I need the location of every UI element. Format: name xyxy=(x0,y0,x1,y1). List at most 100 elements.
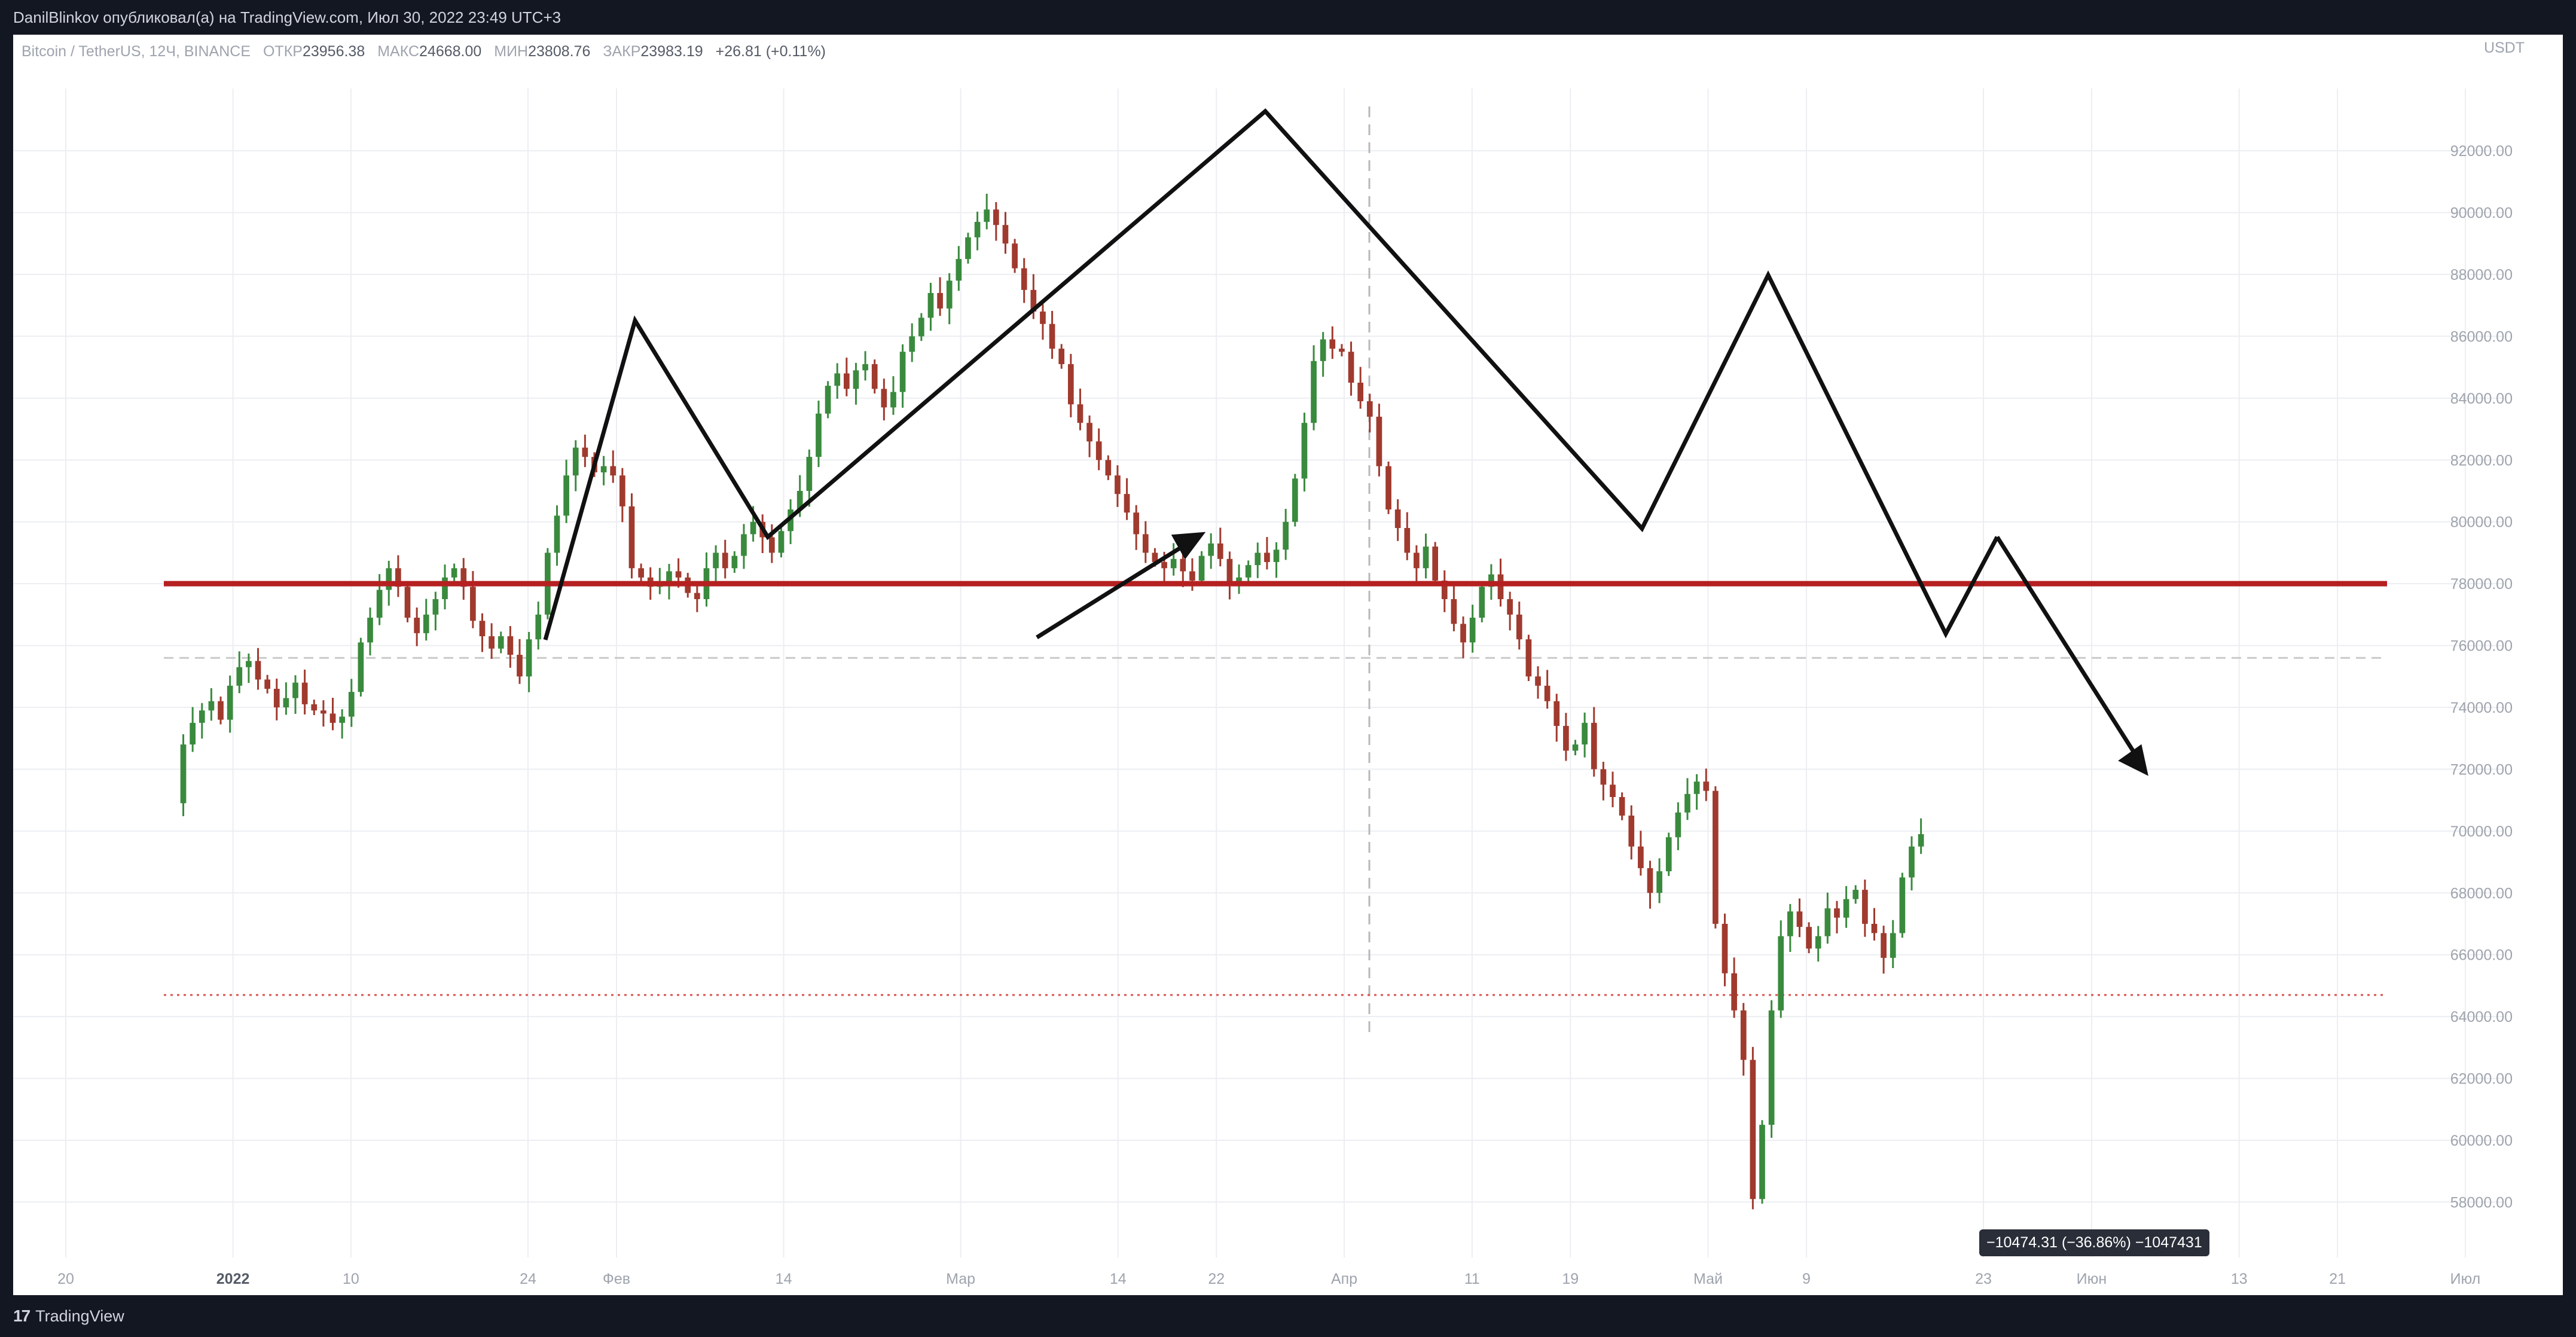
candle-body xyxy=(1852,890,1859,899)
annotations xyxy=(164,108,2387,776)
candle-body xyxy=(582,447,588,457)
candles xyxy=(180,194,1924,1210)
candle-body xyxy=(1703,782,1710,791)
candle-body xyxy=(1600,769,1607,785)
candle-body xyxy=(1311,361,1317,423)
tradingview-logo-icon[interactable]: 17 xyxy=(13,1307,30,1325)
candle-body xyxy=(1713,790,1719,924)
time-tick-label: 19 xyxy=(1562,1271,1579,1287)
candle-body xyxy=(1255,552,1261,566)
candle-body xyxy=(1834,908,1840,918)
candle-body xyxy=(236,667,243,686)
candle-body xyxy=(694,593,700,599)
chart-panel[interactable]: 92000.00 90000.00 88000.00 86000.00 84000.00… xyxy=(13,35,2563,1295)
price-tick-label: 76000.00 xyxy=(2450,638,2513,655)
candle-body xyxy=(311,704,318,711)
candle-body xyxy=(806,457,813,491)
candle-body xyxy=(470,587,476,621)
candle-body xyxy=(1469,618,1476,643)
candle-body xyxy=(825,386,831,414)
candle-body xyxy=(1638,846,1644,868)
price-tick-label: 62000.00 xyxy=(2450,1071,2513,1088)
candle-body xyxy=(722,552,728,569)
candle-body xyxy=(1628,816,1635,847)
candle-body xyxy=(638,568,644,578)
price-tick-label: 58000.00 xyxy=(2450,1194,2513,1211)
candle-body xyxy=(367,618,373,643)
candle-body xyxy=(432,599,439,615)
candle-body xyxy=(1058,349,1065,364)
candle-body xyxy=(1862,890,1868,924)
high-label: МАКС xyxy=(377,43,420,60)
candle-body xyxy=(843,373,850,389)
candle-body xyxy=(1647,868,1653,893)
candle-body xyxy=(965,237,971,260)
candle-body xyxy=(1750,1060,1756,1199)
candle-body xyxy=(769,537,775,553)
candle-body xyxy=(1264,552,1270,562)
price-tick-label: 80000.00 xyxy=(2450,514,2513,531)
candle-body xyxy=(301,682,308,704)
candle-body xyxy=(1516,614,1522,640)
time-tick-label: 24 xyxy=(520,1271,536,1287)
price-tick-label: 68000.00 xyxy=(2450,885,2513,902)
candle-body xyxy=(264,679,270,689)
candle-body xyxy=(180,744,187,804)
candle-body xyxy=(1693,782,1700,794)
candle-body xyxy=(927,293,934,318)
currency-label: USDT xyxy=(2483,39,2525,56)
candle-body xyxy=(517,655,523,677)
candle-body xyxy=(675,571,682,578)
time-tick-label: 9 xyxy=(1802,1271,1811,1287)
candle-body xyxy=(1768,1010,1775,1125)
candle-body xyxy=(1488,574,1494,587)
candle-body xyxy=(395,568,401,587)
candle-body xyxy=(1479,587,1485,618)
price-tick-label: 64000.00 xyxy=(2450,1009,2513,1025)
candle-body xyxy=(899,352,906,392)
candle-body xyxy=(1806,927,1812,949)
candle-body xyxy=(1142,534,1149,553)
candle-body xyxy=(713,552,719,569)
time-axis[interactable]: 20 2022 10 24 Фев 14 Мар 14 22 Апр 11 19 Май 9 23 Июн 13… xyxy=(57,1271,2480,1287)
time-tick-label: Май xyxy=(1693,1271,1723,1287)
open-value: 23956.38 xyxy=(302,43,365,60)
candle-body xyxy=(862,364,868,371)
candle-body xyxy=(731,555,738,569)
candle-body xyxy=(1684,793,1690,813)
low-value: 23808.76 xyxy=(528,43,591,60)
candle-body xyxy=(292,682,298,698)
footer-brand[interactable]: TradingView xyxy=(35,1307,124,1325)
candle-body xyxy=(796,491,803,510)
candle-body xyxy=(1030,289,1037,312)
candle-body xyxy=(451,568,457,578)
candle-body xyxy=(628,506,635,569)
close-value: 23983.19 xyxy=(640,43,703,60)
candle-body xyxy=(1563,726,1569,751)
time-tick-label: 2022 xyxy=(216,1271,250,1287)
candle-body xyxy=(1105,460,1112,476)
time-tick-label: 20 xyxy=(57,1271,74,1287)
candle-body xyxy=(358,642,364,692)
price-chart[interactable]: 92000.00 90000.00 88000.00 86000.00 84000.00… xyxy=(13,35,2563,1295)
candle-body xyxy=(386,568,392,590)
candle-body xyxy=(348,692,355,717)
candle-body xyxy=(1778,936,1784,1011)
candle-body xyxy=(1572,744,1579,751)
pattern-zigzag xyxy=(543,108,2000,640)
price-axis[interactable]: 92000.00 90000.00 88000.00 86000.00 84000.00… xyxy=(2450,143,2513,1211)
candle-body xyxy=(554,515,560,553)
candle-body xyxy=(1189,571,1195,581)
breakdown-arrow-shaft xyxy=(1995,536,2139,759)
candle-body xyxy=(1049,323,1055,349)
candle-body xyxy=(619,475,625,506)
candle-body xyxy=(1273,550,1280,562)
symbol-name[interactable]: Bitcoin / TetherUS, 12Ч, BINANCE xyxy=(22,43,251,60)
symbol-legend[interactable]: Bitcoin / TetherUS, 12Ч, BINANCE ОТКР239… xyxy=(22,43,826,60)
candle-body xyxy=(479,621,486,637)
candle-body xyxy=(788,509,793,532)
candle-body xyxy=(816,413,822,457)
candle-body xyxy=(1366,401,1373,417)
candle-body xyxy=(1002,225,1009,244)
candle-body xyxy=(1675,812,1681,838)
